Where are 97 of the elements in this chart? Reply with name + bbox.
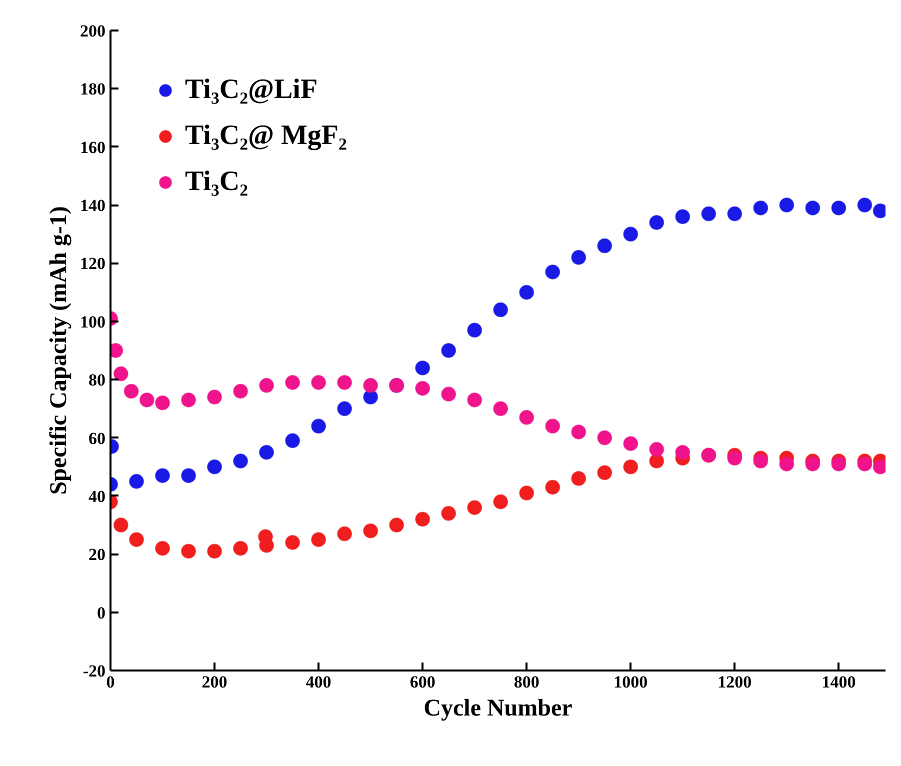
point [337, 526, 352, 542]
point [545, 264, 560, 280]
y-tick-label: 200 [80, 22, 106, 40]
point [441, 386, 456, 402]
point [519, 284, 534, 300]
point [129, 532, 144, 548]
point [571, 250, 586, 265]
point [207, 459, 222, 474]
point [181, 468, 196, 484]
y-tick-label: -20 [82, 662, 106, 680]
legend-label: Ti₃C₂@LiF [185, 73, 318, 107]
y-tick-label: 80 [88, 370, 106, 390]
y-tick-label: 100 [80, 312, 106, 332]
y-tick-label: 140 [80, 196, 106, 216]
point [285, 433, 300, 448]
point [415, 360, 430, 376]
point [493, 302, 508, 318]
x-tick-label: 1000 [614, 672, 648, 692]
point [545, 480, 560, 495]
point [857, 198, 872, 213]
point [649, 442, 664, 457]
point [311, 418, 326, 434]
point [155, 540, 170, 556]
legend-label: Ti₃C₂@ MgF₂ [185, 119, 347, 153]
point [181, 392, 196, 408]
x-tick-label: 400 [306, 672, 332, 692]
point [623, 459, 638, 474]
x-axis-title: Cycle Number [424, 696, 573, 722]
point [139, 392, 154, 408]
point [805, 200, 820, 216]
point [113, 366, 128, 382]
point [493, 494, 508, 510]
point [389, 518, 404, 533]
point [441, 506, 456, 521]
point [129, 474, 144, 489]
point [441, 343, 456, 358]
point [311, 375, 326, 390]
point [701, 206, 716, 222]
y-tick-label: 160 [80, 138, 106, 157]
y-tick-label: 60 [88, 428, 106, 448]
point [124, 384, 139, 399]
point [285, 375, 300, 390]
point [363, 523, 378, 538]
point [519, 486, 534, 501]
point [155, 395, 170, 410]
point [779, 198, 794, 213]
point [415, 512, 430, 527]
point [753, 454, 768, 469]
y-axis-title: Specific Capacity (mAh g-1) [46, 206, 72, 495]
point [753, 200, 768, 216]
point [415, 380, 430, 396]
point [181, 544, 196, 559]
point [233, 540, 248, 556]
x-tick-label: 800 [514, 672, 540, 692]
x-tick-label: 1400 [822, 672, 856, 692]
point [623, 226, 638, 242]
y-tick-label: 20 [88, 545, 106, 564]
point [363, 378, 378, 393]
y-tick-label: 40 [88, 486, 106, 506]
point [113, 518, 128, 533]
point [467, 500, 482, 516]
point [831, 200, 846, 216]
point [571, 471, 586, 486]
legend-label: Ti₃C₂ [185, 165, 248, 199]
point [623, 436, 638, 452]
point [675, 444, 690, 460]
point [675, 209, 690, 224]
point [285, 535, 300, 550]
y-tick-label: 0 [97, 603, 106, 622]
point [571, 424, 586, 440]
point [597, 238, 612, 254]
x-tick-label: 1200 [718, 672, 752, 692]
point [519, 410, 534, 425]
point [545, 418, 560, 434]
point [467, 392, 482, 408]
y-tick-label: 180 [80, 80, 106, 99]
point [337, 375, 352, 390]
point [779, 456, 794, 472]
point [649, 215, 664, 230]
point [597, 430, 612, 446]
x-tick-label: 200 [202, 672, 228, 692]
point [727, 206, 742, 222]
point [337, 401, 352, 416]
point [155, 468, 170, 484]
point [597, 465, 612, 480]
point [259, 444, 274, 460]
point [207, 390, 222, 405]
point [467, 322, 482, 338]
y-tick-label: 120 [80, 254, 106, 274]
point [311, 532, 326, 548]
point [207, 544, 222, 559]
point [493, 401, 508, 416]
point [259, 378, 274, 393]
point [233, 384, 248, 399]
point [233, 454, 248, 469]
x-tick-label: 600 [410, 672, 436, 692]
point [727, 450, 742, 466]
